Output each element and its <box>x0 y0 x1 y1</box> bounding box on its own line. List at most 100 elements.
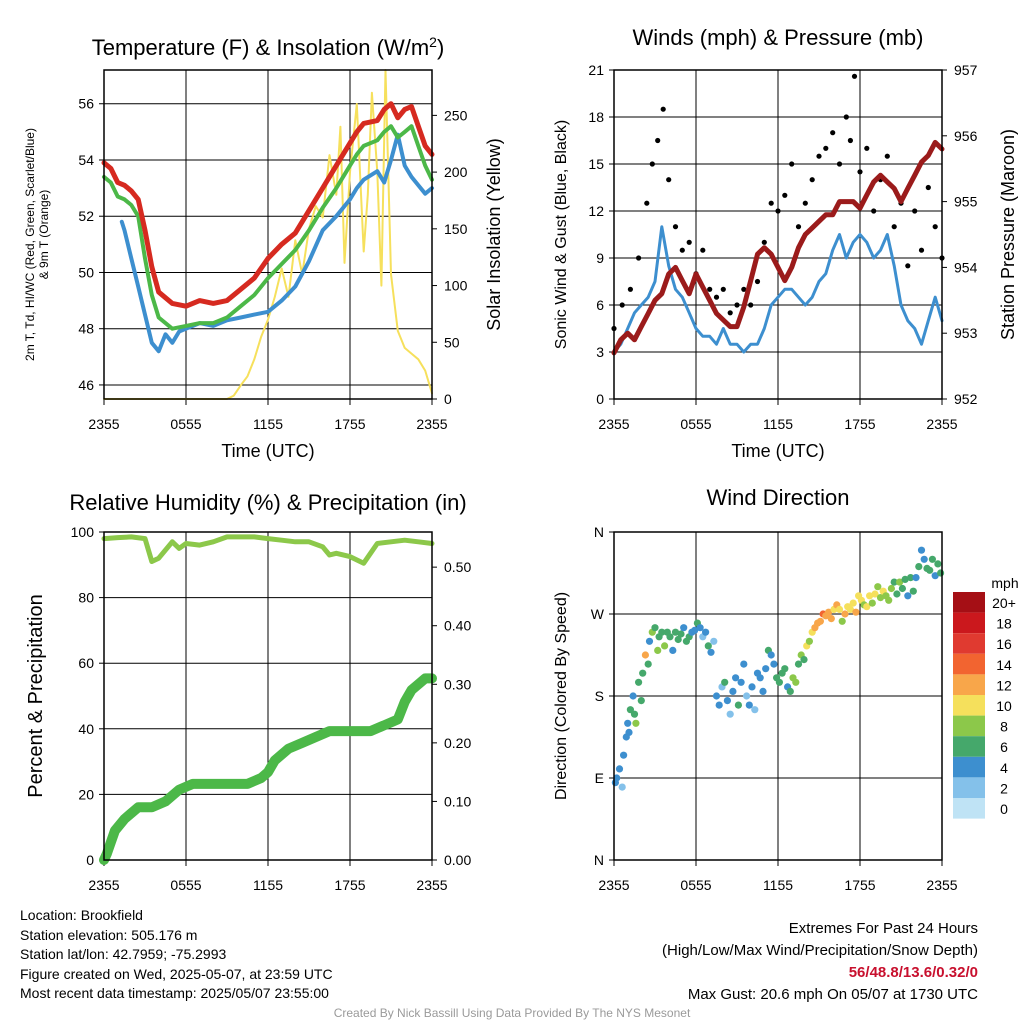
y-right-tick-label: 0.30 <box>444 676 471 692</box>
direction-point <box>794 660 803 668</box>
extremes-subtitle: (High/Low/Max Wind/Precipitation/Snow De… <box>662 942 978 959</box>
direction-point <box>874 583 882 591</box>
colorbar-label: 6 <box>1000 739 1008 755</box>
direction-point <box>762 665 770 673</box>
gust-point <box>666 177 672 183</box>
x-tick-label: 1155 <box>253 877 283 893</box>
y-tick-label: 6 <box>596 297 604 313</box>
gust-point <box>816 153 822 159</box>
x-tick-label: 2355 <box>416 877 447 893</box>
y-tick-label: 80 <box>78 590 94 606</box>
gust-point <box>649 161 655 167</box>
y-right-axis-label: Station Pressure (Maroon) <box>998 129 1018 340</box>
y-axis-label: Direction (Colored By Speed) <box>553 592 570 800</box>
direction-point <box>800 656 808 664</box>
direction-point <box>871 590 879 598</box>
direction-point <box>898 584 907 593</box>
y-right-tick-label: 250 <box>444 107 468 123</box>
x-axis-label: Time (UTC) <box>731 441 824 461</box>
colorbar-label: 12 <box>996 677 1012 693</box>
direction-point <box>863 603 871 611</box>
y-tick-label: 18 <box>588 109 604 125</box>
direction-point <box>618 783 626 791</box>
y-tick-label: 40 <box>78 721 94 737</box>
relative-humidity-line <box>101 534 435 566</box>
gust-point <box>789 161 795 167</box>
gust-point <box>700 247 706 253</box>
direction-point <box>775 678 784 686</box>
x-tick-label: 1755 <box>844 416 875 432</box>
direction-point <box>632 719 640 727</box>
colorbar-label: 10 <box>996 698 1012 714</box>
location-text: Location: Brookfield <box>20 907 143 923</box>
gust-point <box>905 263 911 269</box>
direction-point <box>704 642 712 650</box>
x-axis-label: Time (UTC) <box>221 441 314 461</box>
direction-point <box>732 674 740 682</box>
direction-point <box>835 605 844 614</box>
y-right-tick-label: 100 <box>444 278 468 294</box>
direction-point <box>707 648 715 656</box>
direction-point <box>637 697 645 705</box>
direction-point <box>770 660 778 668</box>
direction-point <box>912 574 920 582</box>
created-text: Figure created on Wed, 2025-05-07, at 23… <box>20 965 333 982</box>
direction-point <box>792 678 800 686</box>
direction-point <box>737 678 745 686</box>
direction-point <box>887 584 896 593</box>
direction-point <box>838 617 846 625</box>
y-right-tick-label: 0.00 <box>444 852 471 868</box>
extremes-title: Extremes For Past 24 Hours <box>788 920 978 937</box>
direction-point <box>868 599 876 607</box>
direction-point <box>759 687 767 696</box>
gust-point <box>754 278 761 285</box>
direction-point <box>885 596 893 604</box>
x-tick-label: 2355 <box>598 416 629 432</box>
y-right-tick-label: 952 <box>954 391 978 407</box>
gust-point <box>823 145 829 151</box>
direction-point <box>715 701 723 709</box>
y-tick-label: S <box>595 688 604 704</box>
direction-point <box>816 617 825 625</box>
x-tick-label: 1755 <box>334 877 365 893</box>
y-tick-label: E <box>595 770 604 786</box>
y-tick-label: 3 <box>596 344 604 360</box>
x-tick-label: 2355 <box>598 877 629 893</box>
direction-point <box>745 701 753 709</box>
credit-text: Created By Nick Bassill Using Data Provi… <box>333 1006 691 1020</box>
colorbar-label: 0 <box>1000 801 1008 817</box>
y-tick-label: 100 <box>71 524 95 540</box>
direction-point <box>644 660 652 668</box>
direction-point <box>691 626 699 635</box>
title-superscript: 2 <box>429 34 437 50</box>
colorbar-label: 20+ <box>992 595 1016 611</box>
dewpoint-line <box>119 132 434 354</box>
plot-frame <box>613 69 943 400</box>
direction-point <box>615 765 624 773</box>
colorbar-swatch <box>953 695 985 716</box>
direction-point <box>931 572 939 580</box>
direction-point <box>805 637 814 645</box>
direction-point <box>658 628 666 636</box>
y-tick-label: 12 <box>588 203 604 219</box>
plot-frame <box>103 531 433 861</box>
x-tick-label: 2355 <box>416 416 447 432</box>
y-axis-label-line2: & 9m T (Orange) <box>37 190 51 280</box>
gust-point <box>707 286 713 292</box>
y-tick-label: 52 <box>78 208 94 224</box>
y-right-tick-label: 954 <box>954 259 978 275</box>
x-tick-label: 0555 <box>680 877 711 893</box>
y-right-tick-label: 956 <box>954 128 978 144</box>
y-tick-label: 46 <box>78 377 94 393</box>
precipitation-line <box>99 673 437 865</box>
heat-index-line <box>102 124 434 331</box>
y-tick-label: N <box>594 524 604 540</box>
direction-point <box>756 674 764 682</box>
direction-point <box>849 599 857 607</box>
gust-point <box>644 200 650 206</box>
y-right-tick-label: 200 <box>444 164 468 180</box>
direction-point <box>917 546 926 554</box>
direction-point <box>620 751 628 759</box>
latlon-text: Station lat/lon: 42.7959; -75.2993 <box>20 946 227 963</box>
gust-point <box>619 302 625 308</box>
